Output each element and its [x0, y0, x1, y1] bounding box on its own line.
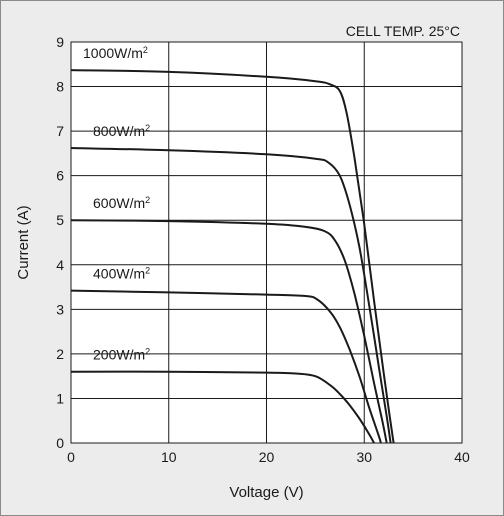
- iv-curve: [70, 219, 388, 444]
- iv-curve: [70, 289, 382, 444]
- curve-label: 400W/m2: [93, 266, 150, 282]
- x-tick-label: 30: [356, 449, 372, 465]
- curve-label: 800W/m2: [93, 123, 150, 139]
- curve-labels: 1000W/m2 800W/m2 600W/m2 400W/m2 200W/m2: [83, 45, 150, 363]
- iv-curve: [70, 147, 392, 444]
- iv-curve: [70, 370, 375, 444]
- y-tick-label: 8: [56, 79, 64, 95]
- x-tick-label: 0: [67, 449, 75, 465]
- y-tick-label: 9: [56, 34, 64, 50]
- x-axis-label: Voltage (V): [229, 484, 303, 501]
- y-tick-label: 1: [56, 390, 64, 406]
- x-tick-label: 10: [161, 449, 177, 465]
- curve-label: 1000W/m2: [83, 45, 148, 61]
- curve-label: 200W/m2: [93, 347, 150, 363]
- x-tick-label: 20: [259, 449, 275, 465]
- iv-curve: [70, 69, 395, 444]
- cell-temp-annotation: CELL TEMP. 25°C: [346, 23, 460, 39]
- y-axis-label: Current (A): [15, 205, 32, 279]
- y-tick-label: 3: [56, 301, 64, 317]
- curves: [70, 69, 395, 444]
- y-tick-label: 0: [56, 435, 64, 451]
- x-tick-label: 40: [454, 449, 470, 465]
- y-tick-label: 6: [56, 168, 64, 184]
- grid-lines: [70, 41, 463, 444]
- y-tick-label: 7: [56, 123, 64, 139]
- y-tick-label: 2: [56, 346, 64, 362]
- curve-label: 600W/m2: [93, 195, 150, 211]
- y-tick-label: 4: [56, 257, 64, 273]
- y-tick-label: 5: [56, 212, 64, 228]
- tick-labels: 0 10 20 30 40 0 1 2 3 4 5 6 7 8 9: [56, 34, 470, 465]
